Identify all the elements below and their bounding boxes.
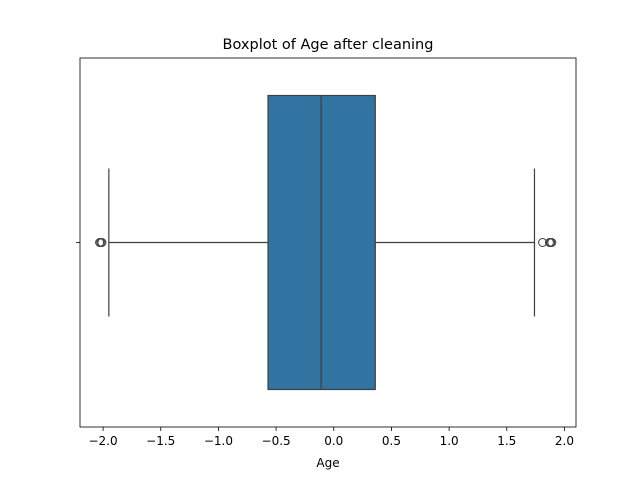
outlier-point — [547, 238, 557, 247]
x-tick-label: 1.0 — [440, 434, 459, 448]
plot-frame — [79, 57, 577, 428]
x-tick-label: 1.5 — [497, 434, 516, 448]
outlier-point — [97, 238, 107, 247]
x-axis-title: Age — [316, 456, 339, 470]
x-tick-label: −0.5 — [262, 434, 291, 448]
box-plot — [95, 94, 557, 391]
x-axis: −2.0 −1.5 −1.0 −0.5 0.0 0.5 1.0 1.5 2.0 — [76, 242, 574, 448]
x-tick-label: 2.0 — [555, 434, 574, 448]
x-tick-label: −1.0 — [204, 434, 233, 448]
x-tick-label: −1.5 — [146, 434, 175, 448]
chart-title: Boxplot of Age after cleaning — [223, 37, 434, 53]
x-tick-label: −2.0 — [88, 434, 117, 448]
x-tick-label: 0.0 — [324, 434, 343, 448]
x-tick-label: 0.5 — [382, 434, 401, 448]
